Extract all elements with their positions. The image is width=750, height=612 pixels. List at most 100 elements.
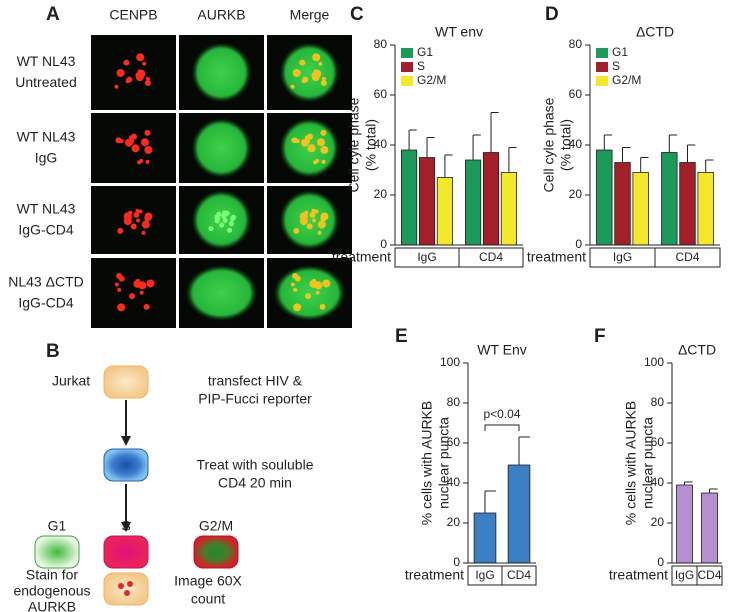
step-label: count xyxy=(191,591,225,607)
puncta xyxy=(117,303,126,312)
puncta xyxy=(208,226,214,232)
y-tick-label: 40 xyxy=(651,475,665,489)
puncta xyxy=(315,290,320,295)
bar xyxy=(661,152,678,246)
bar xyxy=(507,464,531,564)
legend-swatch xyxy=(401,62,413,72)
row-label: IgG xyxy=(35,150,58,166)
y-axis-label: Cell cyle phase xyxy=(541,97,557,192)
y-tick-label: 40 xyxy=(569,137,583,151)
puncta xyxy=(138,209,143,214)
row-label: WT NL43 xyxy=(17,201,76,217)
treatment-box xyxy=(467,565,537,586)
column-label: AURKB xyxy=(197,7,245,23)
y-axis-label: (% total) xyxy=(363,119,379,171)
puncta xyxy=(309,211,316,218)
puncta xyxy=(117,287,122,292)
puncta xyxy=(135,72,142,79)
puncta xyxy=(144,145,153,154)
x-tick-label: CD4 xyxy=(507,568,531,582)
puncta xyxy=(290,84,295,89)
puncta xyxy=(320,145,329,154)
row-label: IgG-CD4 xyxy=(18,222,73,238)
puncta xyxy=(299,59,306,66)
puncta xyxy=(214,218,220,224)
y-tick-label: 80 xyxy=(374,37,388,51)
y-tick-label: 20 xyxy=(569,187,583,201)
puncta xyxy=(214,214,220,220)
nucleus xyxy=(279,190,340,250)
step-label: PIP-Fucci reporter xyxy=(198,391,312,407)
y-tick-label: 40 xyxy=(374,137,388,151)
puncta xyxy=(145,159,150,164)
puncta xyxy=(221,213,227,219)
y-tick-label: 60 xyxy=(569,87,583,101)
treatment-box xyxy=(589,247,721,268)
treatment-box xyxy=(671,565,723,586)
x-axis-label: treatment xyxy=(405,567,464,583)
panel-letter: A xyxy=(46,4,60,25)
row-label: Untreated xyxy=(15,74,76,90)
y-axis-label: Cell cyle phase xyxy=(346,97,362,192)
cell-icon xyxy=(34,535,80,569)
puncta xyxy=(222,217,228,223)
legend-swatch xyxy=(401,76,413,86)
puncta xyxy=(133,211,140,218)
puncta xyxy=(141,230,146,235)
row-label: IgG-CD4 xyxy=(18,295,73,311)
annotation: p<0.04 xyxy=(483,407,520,421)
puncta xyxy=(123,212,132,221)
bar xyxy=(676,484,693,564)
significance-bracket xyxy=(484,424,520,431)
step-label: AURKB xyxy=(28,599,76,612)
phase-label: G2/M xyxy=(199,518,233,534)
chart-title: ΔCTD xyxy=(678,342,716,358)
y-axis-label: % cells with AURKB xyxy=(623,401,639,525)
puncta xyxy=(115,137,122,144)
y-tick-label: 0 xyxy=(657,555,664,569)
puncta xyxy=(302,76,309,83)
puncta xyxy=(320,129,327,136)
cell-icon xyxy=(103,448,149,482)
step-label: Stain for xyxy=(26,567,78,583)
puncta xyxy=(219,222,225,228)
puncta xyxy=(116,68,125,77)
cell-icon xyxy=(193,535,239,569)
phase-label: G1 xyxy=(48,518,67,534)
panel-letter: B xyxy=(46,341,60,362)
puncta xyxy=(141,220,150,229)
puncta xyxy=(117,227,124,234)
y-tick-label: 100 xyxy=(440,355,460,369)
nucleus xyxy=(191,190,252,250)
y-tick-label: 60 xyxy=(447,435,461,449)
puncta xyxy=(317,230,322,235)
puncta xyxy=(312,53,321,62)
x-tick-label: IgG xyxy=(417,250,436,264)
y-tick-label: 60 xyxy=(374,87,388,101)
legend-label: G2/M xyxy=(612,73,641,87)
y-tick-label: 0 xyxy=(453,555,460,569)
bar xyxy=(697,172,714,246)
bar xyxy=(436,177,453,246)
puncta xyxy=(305,293,312,300)
arrowhead xyxy=(121,522,131,532)
nucleus xyxy=(191,42,252,103)
step-label: Jurkat xyxy=(52,373,90,389)
puncta xyxy=(144,129,151,136)
puncta xyxy=(142,61,147,66)
puncta xyxy=(126,76,133,83)
micrograph xyxy=(91,35,176,110)
y-tick-label: 20 xyxy=(447,515,461,529)
puncta xyxy=(321,159,326,164)
nucleus xyxy=(273,265,346,321)
cell-icon xyxy=(103,365,149,399)
step-label: Treat with souluble xyxy=(197,457,314,473)
puncta xyxy=(313,160,318,165)
bar xyxy=(500,172,517,246)
bar xyxy=(679,162,696,246)
cell-icon xyxy=(103,535,149,569)
row-label: WT NL43 xyxy=(17,129,76,145)
y-tick-label: 0 xyxy=(380,237,387,251)
bar xyxy=(632,172,649,246)
arrowhead xyxy=(121,436,131,446)
